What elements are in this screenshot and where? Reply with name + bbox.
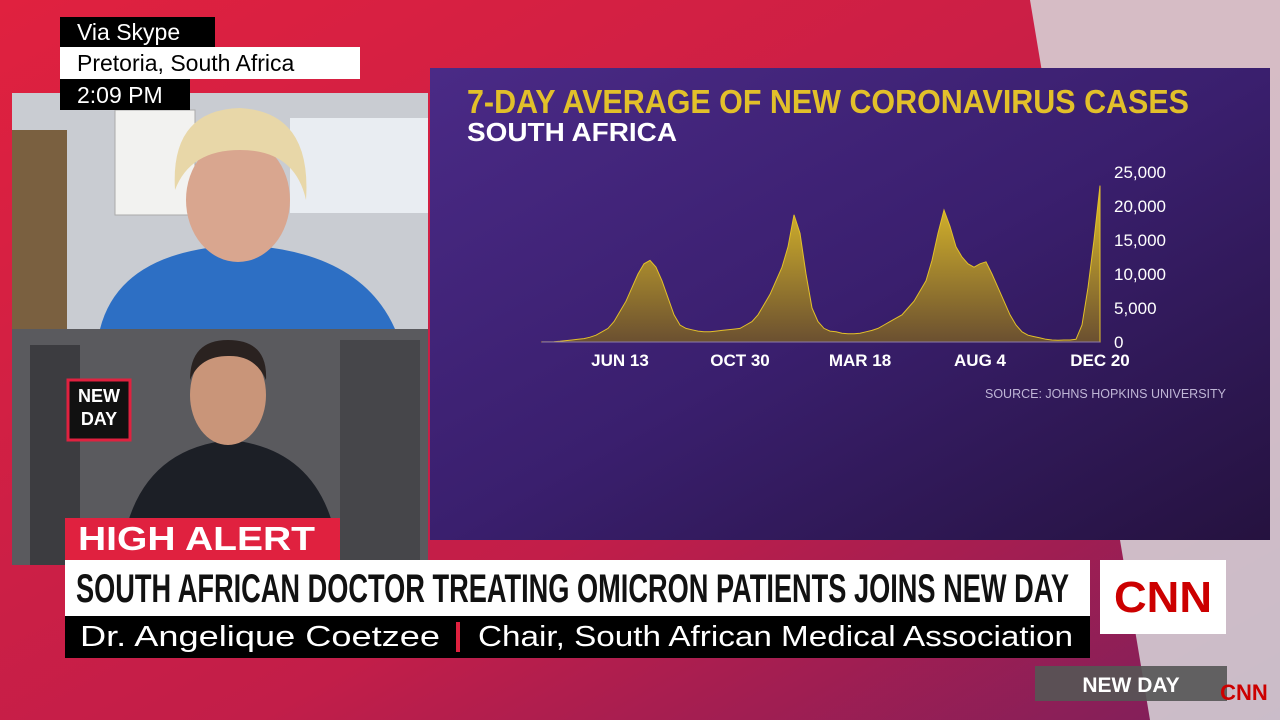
- alert-tag: HIGH ALERT: [78, 520, 315, 557]
- guest-name: Dr. Angelique Coetzee: [80, 621, 440, 653]
- headline: SOUTH AFRICAN DOCTOR TREATING OMICRON PA…: [76, 567, 1069, 611]
- separator: [456, 622, 460, 652]
- chart-background: [430, 68, 1270, 540]
- network-logo: CNN: [1114, 573, 1212, 622]
- skype-feed: [12, 93, 428, 330]
- chart-panel: 7-DAY AVERAGE OF NEW CORONAVIRUS CASES S…: [430, 68, 1270, 540]
- overlay-location: Pretoria, South Africa: [77, 50, 295, 76]
- program-bug-box: [1035, 666, 1227, 701]
- area: [541, 185, 1101, 343]
- chart-subtitle: SOUTH AFRICA: [467, 117, 677, 147]
- y-tick-label: 10,000: [1114, 265, 1166, 284]
- subline-box: [65, 616, 1090, 658]
- alert-tag-box: [65, 518, 340, 560]
- person-hair: [174, 108, 307, 200]
- x-tick-label: DEC 20: [1070, 351, 1130, 370]
- guest-role: Chair, South African Medical Association: [478, 621, 1073, 653]
- overlay-box: [60, 17, 215, 47]
- shelf: [12, 130, 67, 330]
- inset-logo-box: [66, 378, 132, 442]
- y-tick-label: 5,000: [1114, 299, 1157, 318]
- x-tick-label: MAR 18: [829, 351, 891, 370]
- inset-logo-text: DAY: [81, 409, 117, 429]
- chart-source: SOURCE: JOHNS HOPKINS UNIVERSITY: [985, 387, 1227, 401]
- x-tick-label: OCT 30: [710, 351, 770, 370]
- headline-box: [65, 560, 1090, 616]
- y-tick-label: 0: [1114, 333, 1123, 352]
- y-tick-label: 20,000: [1114, 197, 1166, 216]
- overlay-box: [60, 79, 190, 110]
- corner-logo: CNN: [1220, 680, 1268, 705]
- overlay-source: Via Skype: [77, 19, 180, 45]
- building: [340, 340, 420, 565]
- inset-logo-text: NEW: [78, 386, 120, 406]
- overlay-box: [60, 47, 360, 79]
- program-bug: NEW DAY: [1082, 674, 1179, 697]
- anchor-face: [190, 345, 266, 445]
- anchor-hair: [190, 340, 267, 380]
- window: [290, 118, 428, 213]
- person-body: [100, 245, 395, 329]
- chart-title: 7-DAY AVERAGE OF NEW CORONAVIRUS CASES: [467, 83, 1189, 120]
- overlay-time: 2:09 PM: [77, 82, 163, 108]
- y-tick-label: 15,000: [1114, 231, 1166, 250]
- x-tick-label: JUN 13: [591, 351, 649, 370]
- y-tick-label: 25,000: [1114, 163, 1166, 182]
- x-tick-label: AUG 4: [954, 351, 1007, 370]
- person-face: [186, 138, 290, 262]
- network-logo-box: [1100, 560, 1226, 634]
